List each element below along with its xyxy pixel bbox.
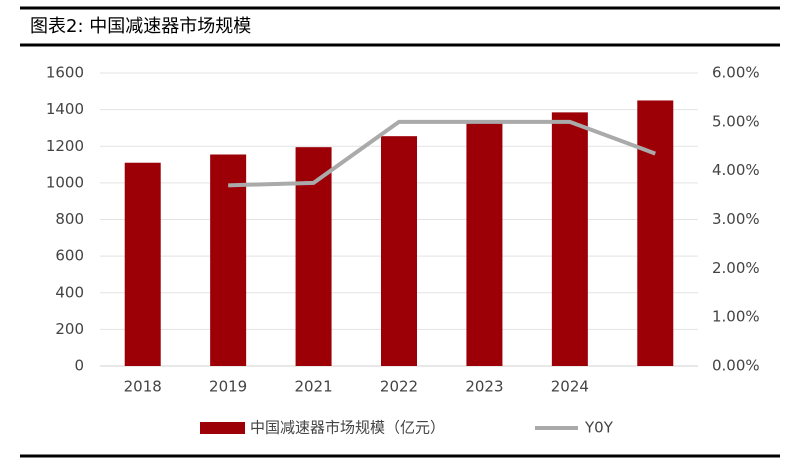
line <box>228 119 656 188</box>
y2-tick-label: 0.00% <box>712 357 760 375</box>
bar <box>124 162 161 366</box>
bar <box>210 154 247 366</box>
bar <box>637 100 674 366</box>
y-tick-label: 200 <box>55 320 84 338</box>
legend-label: Y0Y <box>584 419 614 437</box>
y-tick-label: 1400 <box>46 100 84 118</box>
bar <box>295 147 332 366</box>
y2-tick-label: 6.00% <box>712 64 760 82</box>
y-tick-label: 600 <box>55 247 84 265</box>
bar <box>551 112 588 366</box>
x-tick-label: 2024 <box>551 378 589 396</box>
chart-title: 图表2: 中国减速器市场规模 <box>30 16 251 37</box>
y2-tick-label: 5.00% <box>712 112 760 130</box>
y-tick-label: 1000 <box>46 173 84 191</box>
y2-tick-label: 1.00% <box>712 308 760 326</box>
y-tick-label: 1200 <box>46 137 84 155</box>
x-tick-label: 2018 <box>124 378 162 396</box>
y2-tick-label: 4.00% <box>712 161 760 179</box>
x-tick-label: 2022 <box>380 378 418 396</box>
legend-label: 中国减速器市场规模（亿元） <box>250 419 445 437</box>
y2-tick-label: 2.00% <box>712 259 760 277</box>
y-tick-label: 800 <box>55 210 84 228</box>
y2-tick-label: 3.00% <box>712 210 760 228</box>
legend-swatch <box>200 422 245 434</box>
y-tick-label: 1600 <box>46 64 84 82</box>
bar <box>381 136 417 366</box>
y-tick-label: 0 <box>74 357 84 375</box>
y-tick-label: 400 <box>55 283 84 301</box>
x-tick-label: 2021 <box>294 378 332 396</box>
x-tick-label: 2023 <box>465 378 503 396</box>
bar <box>466 123 503 366</box>
x-tick-label: 2019 <box>209 378 247 396</box>
